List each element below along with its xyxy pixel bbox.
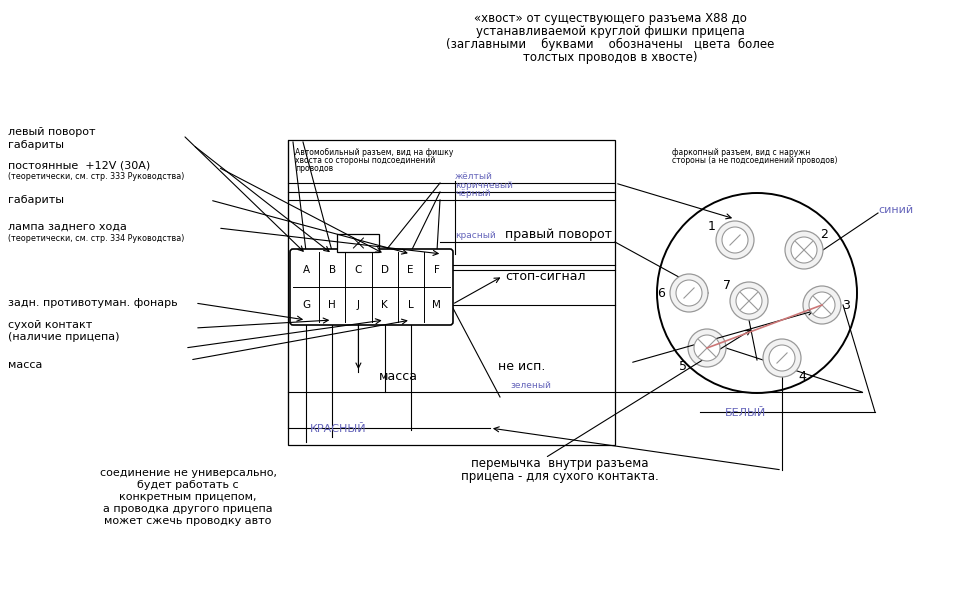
Text: J: J xyxy=(357,299,360,309)
Text: масса: масса xyxy=(8,360,42,370)
Text: соединение не универсально,: соединение не универсально, xyxy=(100,468,276,478)
Circle shape xyxy=(803,286,841,324)
Text: 5: 5 xyxy=(679,359,687,372)
Circle shape xyxy=(657,193,857,393)
Text: чёрный: чёрный xyxy=(455,189,491,198)
Text: E: E xyxy=(407,265,414,274)
Circle shape xyxy=(730,282,768,320)
Text: L: L xyxy=(408,299,414,309)
Text: сухой контакт: сухой контакт xyxy=(8,320,92,330)
Text: толстых проводов в хвосте): толстых проводов в хвосте) xyxy=(523,51,697,64)
Text: 4: 4 xyxy=(798,369,806,383)
Text: хвоста со стороны подсоединений: хвоста со стороны подсоединений xyxy=(295,156,435,165)
Text: B: B xyxy=(328,265,336,274)
Text: не исп.: не исп. xyxy=(498,360,545,373)
Circle shape xyxy=(694,335,720,361)
Text: стороны (а не подсоединений проводов): стороны (а не подсоединений проводов) xyxy=(672,156,837,165)
Text: G: G xyxy=(302,299,310,309)
Text: C: C xyxy=(355,265,362,274)
Circle shape xyxy=(769,345,795,371)
Text: устанавливаемой круглой фишки прицепа: устанавливаемой круглой фишки прицепа xyxy=(475,25,744,38)
Text: постоянные  +12V (30A): постоянные +12V (30A) xyxy=(8,160,151,170)
Text: будет работать с: будет работать с xyxy=(137,480,239,490)
FancyBboxPatch shape xyxy=(290,249,453,325)
Text: фаркопный разъем, вид с наружн: фаркопный разъем, вид с наружн xyxy=(672,148,810,157)
Bar xyxy=(338,234,379,252)
Text: (теоретически, см. стр. 334 Руководства): (теоретически, см. стр. 334 Руководства) xyxy=(8,234,184,243)
Circle shape xyxy=(785,231,823,269)
Text: A: A xyxy=(302,265,310,274)
Circle shape xyxy=(763,339,801,377)
Text: коричневый: коричневый xyxy=(455,181,513,190)
Text: может сжечь проводку авто: может сжечь проводку авто xyxy=(105,516,272,526)
Circle shape xyxy=(676,280,702,306)
Circle shape xyxy=(670,274,708,312)
Circle shape xyxy=(688,329,726,367)
Text: левый поворот: левый поворот xyxy=(8,127,95,137)
Text: синий: синий xyxy=(878,205,913,215)
Text: 1: 1 xyxy=(708,220,716,233)
Text: Автомобильный разъем, вид на фишку: Автомобильный разъем, вид на фишку xyxy=(295,148,453,157)
Text: красный: красный xyxy=(455,231,495,240)
Text: жёлтый: жёлтый xyxy=(455,172,492,181)
Text: 2: 2 xyxy=(820,227,828,240)
Text: K: K xyxy=(381,299,388,309)
Circle shape xyxy=(809,292,835,318)
Text: а проводка другого прицепа: а проводка другого прицепа xyxy=(103,504,273,514)
Circle shape xyxy=(722,227,748,253)
Text: перемычка  внутри разъема: перемычка внутри разъема xyxy=(471,457,649,470)
Text: габариты: габариты xyxy=(8,140,64,150)
Bar xyxy=(288,140,615,445)
Text: M: M xyxy=(432,299,442,309)
Text: проводов: проводов xyxy=(295,164,333,173)
Circle shape xyxy=(736,288,762,314)
Text: 3: 3 xyxy=(842,299,850,312)
Text: 7: 7 xyxy=(723,278,731,292)
Text: стоп-сигнал: стоп-сигнал xyxy=(505,270,586,283)
Text: БЕЛЫЙ: БЕЛЫЙ xyxy=(725,408,766,418)
Text: лампа заднего хода: лампа заднего хода xyxy=(8,222,127,232)
Text: «хвост» от существующего разъема X88 до: «хвост» от существующего разъема X88 до xyxy=(473,12,747,25)
Circle shape xyxy=(791,237,817,263)
Text: H: H xyxy=(328,299,336,309)
Text: задн. противотуман. фонарь: задн. противотуман. фонарь xyxy=(8,298,178,308)
Text: (теоретически, см. стр. 333 Руководства): (теоретически, см. стр. 333 Руководства) xyxy=(8,172,184,181)
Text: правый поворот: правый поворот xyxy=(505,228,612,241)
Text: 6: 6 xyxy=(657,287,665,299)
Circle shape xyxy=(716,221,754,259)
Text: (наличие прицепа): (наличие прицепа) xyxy=(8,332,119,342)
Text: габариты: габариты xyxy=(8,195,64,205)
Text: F: F xyxy=(434,265,440,274)
Text: масса: масса xyxy=(378,370,418,383)
Text: КРАСНЫЙ: КРАСНЫЙ xyxy=(310,424,367,434)
Text: конкретным прицепом,: конкретным прицепом, xyxy=(119,492,256,502)
Text: (заглавными    буквами    обозначены   цвета  более: (заглавными буквами обозначены цвета бол… xyxy=(445,38,774,51)
Text: зеленый: зеленый xyxy=(510,381,551,390)
Text: D: D xyxy=(380,265,389,274)
Text: прицепа - для сухого контакта.: прицепа - для сухого контакта. xyxy=(461,470,659,483)
